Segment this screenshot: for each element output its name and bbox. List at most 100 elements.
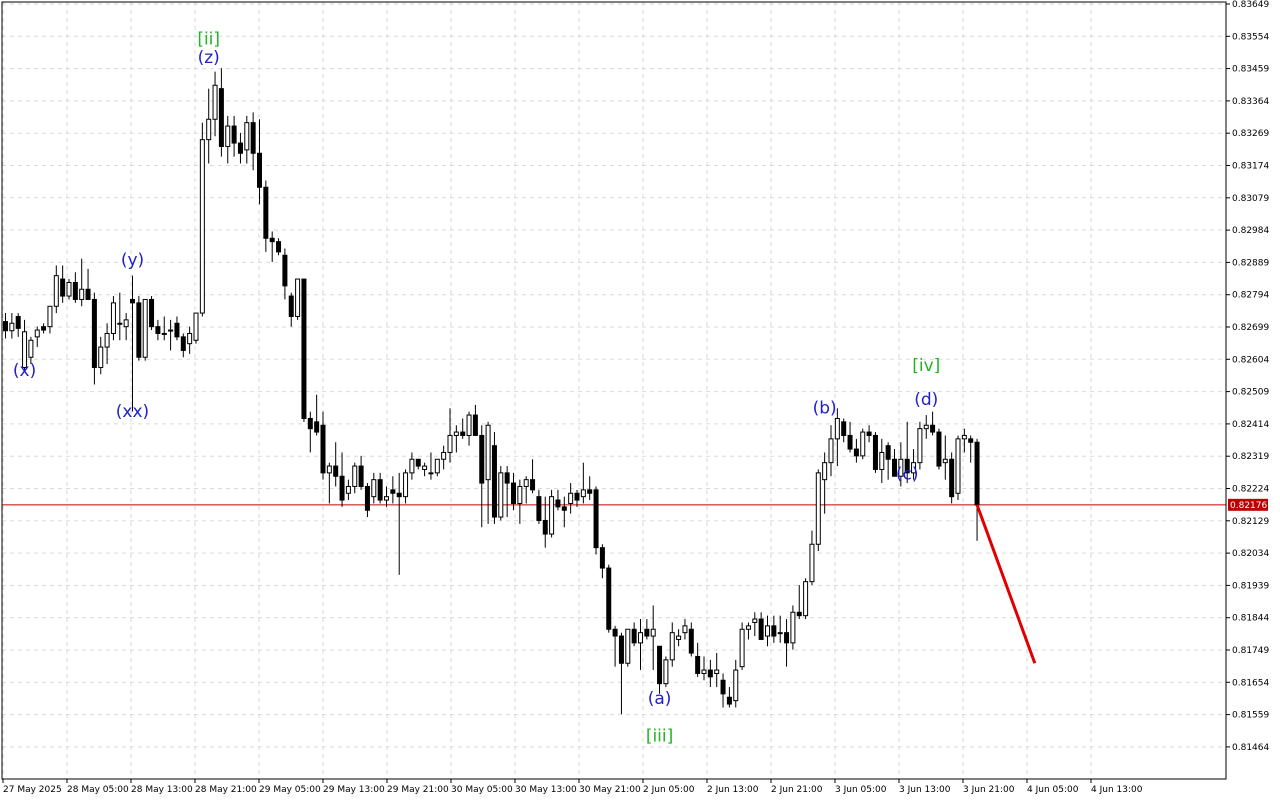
wave-label: [ii] [197,29,220,49]
bear-candle-body [174,322,180,338]
bull-candle-body [447,434,453,453]
candle [587,476,593,501]
bear-candle-body [606,567,612,630]
bear-candle-body [390,489,396,494]
bull-candle-body [669,632,675,661]
candle [853,438,859,463]
candle [701,656,707,681]
candle [758,612,764,640]
bear-candle-body [758,618,764,640]
price-label: 0.82176 [1230,501,1267,511]
bull-candle-body [22,331,28,368]
candle [384,486,389,507]
candle [212,71,218,137]
x-tick-label: 28 May 13:00 [131,785,193,795]
candle [174,316,180,341]
x-tick-label: 27 May 2025 [3,785,62,795]
candle [117,292,123,341]
plot-frame [1,1,1227,780]
candle [517,479,523,524]
bull-candle-body [206,118,212,141]
candle [650,605,656,671]
candle [625,628,631,667]
candle [136,296,142,361]
bull-candle-body [745,625,751,630]
candle [428,452,434,480]
candle [377,472,383,504]
bear-candle-body [263,186,269,239]
bear-candle-body [841,421,847,436]
wave-label: (c) [896,465,919,485]
y-tick-label: 0.82129 [1232,517,1269,527]
bull-candle-body [371,479,377,498]
bear-candle-body [796,611,802,617]
candle [161,316,167,341]
candle [180,333,186,358]
y-tick-label: 0.81654 [1232,678,1269,688]
candle [669,622,675,667]
candle [345,479,351,501]
bull-candle-body [650,628,656,637]
candle [206,88,212,164]
bull-candle-body [123,319,129,328]
bear-candle-body [250,122,256,154]
bull-candle-body [860,431,866,457]
bull-candle-body [212,84,218,120]
candle [568,483,574,514]
candle [276,238,282,256]
bear-candle-body [3,321,8,332]
current-price-line: 0.82176 [2,498,1268,511]
candle [22,319,28,371]
candle [530,459,536,494]
candle [606,564,612,633]
bear-candle-body [726,696,732,705]
bull-candle-body [777,632,783,635]
candle [479,425,485,528]
candle [358,455,364,490]
x-tick-label: 29 May 13:00 [323,785,385,795]
bull-candle-body [498,472,504,518]
candle [688,622,694,657]
bear-candle-body [574,492,580,501]
bull-candle-body [47,305,53,328]
bear-candle-body [130,298,135,304]
candle [403,469,409,504]
bull-candle-body [834,417,840,440]
candle [714,653,720,688]
bear-candle-body [872,434,878,470]
bull-candle-body [244,122,250,151]
x-tick-label: 29 May 21:00 [387,785,449,795]
candle [765,615,770,647]
candle [809,530,815,586]
candle [288,292,294,327]
bear-candle-body [276,241,282,253]
bull-candle-body [803,581,809,617]
bear-candle-body [511,482,516,504]
bull-candle-body [98,346,104,368]
y-tick-label: 0.83459 [1232,65,1269,75]
y-tick-label: 0.82604 [1232,355,1269,365]
bull-candle-body [898,458,904,477]
candle [149,296,155,331]
bear-candle-body [301,278,307,419]
candle [542,496,548,548]
bull-candle-body [549,496,555,535]
candle [695,642,701,677]
candle [441,445,447,470]
bull-candle-body [942,458,948,464]
bull-candle-body [485,424,491,481]
bull-candle-body [822,462,828,481]
bull-candle-body [9,322,15,332]
forecast-arrow-line [975,504,1037,664]
candle [784,619,790,667]
candle [155,319,161,341]
candle [815,469,821,552]
candle [961,428,967,453]
bear-candle-body [644,628,650,637]
y-tick-label: 0.83269 [1232,129,1269,139]
candle [79,258,85,307]
bear-candle-body [866,431,872,436]
bear-candle-body [930,424,936,433]
